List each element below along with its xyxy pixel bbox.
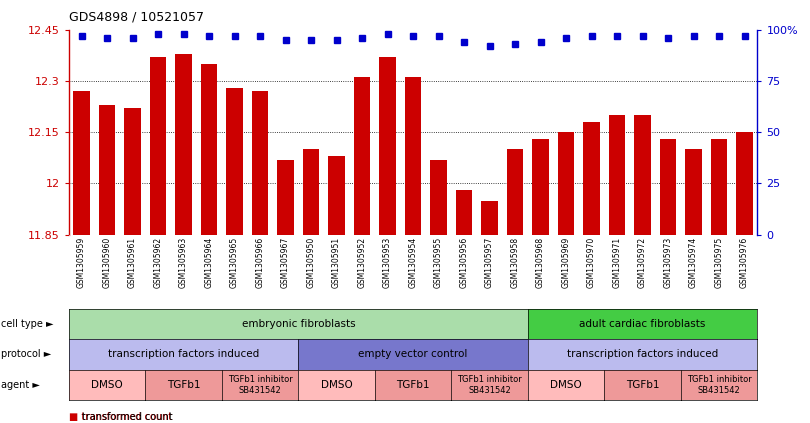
Bar <box>328 156 345 235</box>
Text: GSM1305974: GSM1305974 <box>689 237 698 288</box>
Text: GSM1305972: GSM1305972 <box>638 237 647 288</box>
Text: GSM1305973: GSM1305973 <box>663 237 672 288</box>
Text: TGFb1 inhibitor
SB431542: TGFb1 inhibitor SB431542 <box>228 375 292 395</box>
Bar <box>354 77 370 235</box>
Text: GSM1305951: GSM1305951 <box>332 237 341 288</box>
Text: agent ►: agent ► <box>1 380 40 390</box>
Bar <box>175 54 192 235</box>
Text: GSM1305965: GSM1305965 <box>230 237 239 288</box>
Text: GSM1305958: GSM1305958 <box>510 237 519 288</box>
Bar <box>124 108 141 235</box>
Text: GSM1305967: GSM1305967 <box>281 237 290 288</box>
Text: adult cardiac fibroblasts: adult cardiac fibroblasts <box>579 319 706 329</box>
Text: TGFb1 inhibitor
SB431542: TGFb1 inhibitor SB431542 <box>687 375 752 395</box>
Text: GSM1305966: GSM1305966 <box>256 237 265 288</box>
Bar <box>558 132 574 235</box>
Text: DMSO: DMSO <box>550 380 582 390</box>
Bar <box>201 64 217 235</box>
Text: GSM1305955: GSM1305955 <box>434 237 443 288</box>
Text: GSM1305970: GSM1305970 <box>587 237 596 288</box>
Text: TGFb1: TGFb1 <box>626 380 659 390</box>
Text: embryonic fibroblasts: embryonic fibroblasts <box>241 319 355 329</box>
Bar <box>226 88 243 235</box>
Text: GSM1305963: GSM1305963 <box>179 237 188 288</box>
Text: GSM1305954: GSM1305954 <box>408 237 418 288</box>
Bar <box>685 149 702 235</box>
Text: GSM1305950: GSM1305950 <box>307 237 316 288</box>
Bar <box>150 57 166 235</box>
Text: GSM1305964: GSM1305964 <box>205 237 214 288</box>
Bar <box>405 77 421 235</box>
Text: TGFb1: TGFb1 <box>167 380 200 390</box>
Text: GSM1305957: GSM1305957 <box>485 237 494 288</box>
Bar <box>507 149 523 235</box>
Text: empty vector control: empty vector control <box>358 349 468 360</box>
Bar <box>736 132 752 235</box>
Bar <box>277 159 294 235</box>
Bar <box>99 105 115 235</box>
Text: GSM1305971: GSM1305971 <box>612 237 621 288</box>
Text: GSM1305961: GSM1305961 <box>128 237 137 288</box>
Text: GSM1305968: GSM1305968 <box>536 237 545 288</box>
Bar <box>252 91 268 235</box>
Text: GSM1305953: GSM1305953 <box>383 237 392 288</box>
Text: GDS4898 / 10521057: GDS4898 / 10521057 <box>69 11 204 24</box>
Text: GSM1305959: GSM1305959 <box>77 237 86 288</box>
Bar <box>711 139 727 235</box>
Bar <box>634 115 651 235</box>
Text: transcription factors induced: transcription factors induced <box>108 349 259 360</box>
Bar <box>481 201 498 235</box>
Text: GSM1305952: GSM1305952 <box>357 237 367 288</box>
Bar <box>456 190 472 235</box>
Text: cell type ►: cell type ► <box>1 319 53 329</box>
Bar <box>660 139 676 235</box>
Text: ■ transformed count: ■ transformed count <box>69 412 172 422</box>
Text: TGFb1: TGFb1 <box>396 380 430 390</box>
Bar <box>74 91 90 235</box>
Text: GSM1305976: GSM1305976 <box>740 237 749 288</box>
Bar <box>430 159 447 235</box>
Text: GSM1305969: GSM1305969 <box>561 237 570 288</box>
Text: GSM1305956: GSM1305956 <box>459 237 469 288</box>
Text: transformed count: transformed count <box>82 412 173 422</box>
Bar <box>609 115 625 235</box>
Text: GSM1305975: GSM1305975 <box>714 237 723 288</box>
Text: transcription factors induced: transcription factors induced <box>567 349 718 360</box>
Bar <box>583 122 600 235</box>
Text: DMSO: DMSO <box>321 380 352 390</box>
Text: GSM1305962: GSM1305962 <box>154 237 163 288</box>
Bar <box>532 139 549 235</box>
Text: DMSO: DMSO <box>92 380 123 390</box>
Text: TGFb1 inhibitor
SB431542: TGFb1 inhibitor SB431542 <box>457 375 522 395</box>
Bar <box>379 57 396 235</box>
Text: GSM1305960: GSM1305960 <box>103 237 112 288</box>
Bar <box>303 149 319 235</box>
Text: protocol ►: protocol ► <box>1 349 51 360</box>
